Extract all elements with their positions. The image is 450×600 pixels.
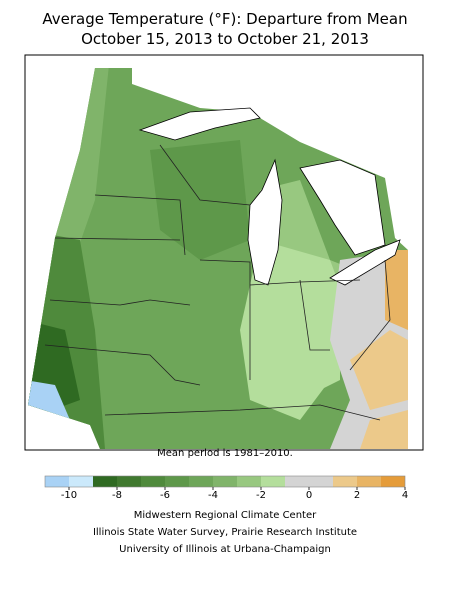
colorbar-segment (189, 476, 213, 487)
colorbar-segment (213, 476, 237, 487)
colorbar-segment (93, 476, 117, 487)
colorbar-segment (285, 476, 309, 487)
colorbar-segment (69, 476, 93, 487)
colorbar-tick-label: 4 (402, 490, 408, 501)
colorbar-segment (357, 476, 381, 487)
colorbar-segment (117, 476, 141, 487)
mean-period-note: Mean period is 1981–2010. (157, 448, 293, 459)
colorbar-segment (381, 476, 405, 487)
state-borders (44, 144, 391, 421)
map (24, 54, 424, 451)
colorbar-tick-label: -6 (160, 490, 170, 501)
colorbar-segment (309, 476, 333, 487)
colorbar-tick-label: -4 (208, 490, 218, 501)
colorbar-segment (333, 476, 357, 487)
colorbar-tick-label: 0 (306, 490, 312, 501)
credit-line: University of Illinois at Urbana-Champai… (119, 544, 331, 555)
title-line: October 15, 2013 to October 21, 2013 (81, 30, 369, 48)
colorbar-tick-label: -2 (256, 490, 266, 501)
colorbar-segment (237, 476, 261, 487)
colorbar-tick-label: 2 (354, 490, 360, 501)
credit-line: Midwestern Regional Climate Center (134, 510, 317, 521)
colorbar-segment (261, 476, 285, 487)
colorbar-frame (44, 475, 406, 488)
colorbar-tick-label: -10 (61, 490, 77, 501)
colorbar-tick-label: -8 (112, 490, 122, 501)
colorbar-segment (141, 476, 165, 487)
lakes (138, 107, 401, 286)
colorbar-segment (45, 476, 69, 487)
credit-line: Illinois State Water Survey, Prairie Res… (93, 527, 357, 538)
colorbar-segment (165, 476, 189, 487)
title-line: Average Temperature (°F): Departure from… (42, 10, 407, 28)
colorbar: -10 -8 -6 -4 -2 0 2 4 (44, 475, 408, 501)
